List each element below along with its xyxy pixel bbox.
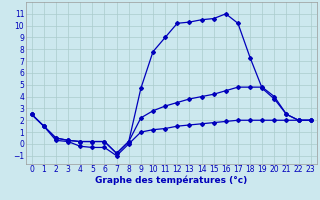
X-axis label: Graphe des températures (°c): Graphe des températures (°c) xyxy=(95,176,247,185)
